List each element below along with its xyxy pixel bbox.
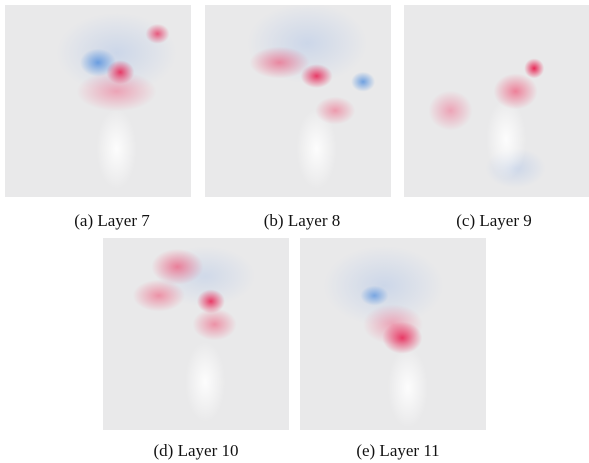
- heatmap-image: [5, 5, 191, 197]
- caption: (a) Layer 7: [17, 211, 207, 231]
- caption: (c) Layer 9: [399, 211, 589, 231]
- caption: (d) Layer 10: [101, 441, 291, 461]
- heatmap-image: [205, 5, 391, 197]
- caption: (e) Layer 11: [303, 441, 493, 461]
- caption: (b) Layer 8: [207, 211, 397, 231]
- heatmap-image: [103, 238, 289, 430]
- heatmap-image: [404, 5, 589, 197]
- figure: (a) Layer 7 (b) Layer 8 (c) Layer 9 (d) …: [0, 0, 589, 463]
- heatmap-image: [300, 238, 486, 430]
